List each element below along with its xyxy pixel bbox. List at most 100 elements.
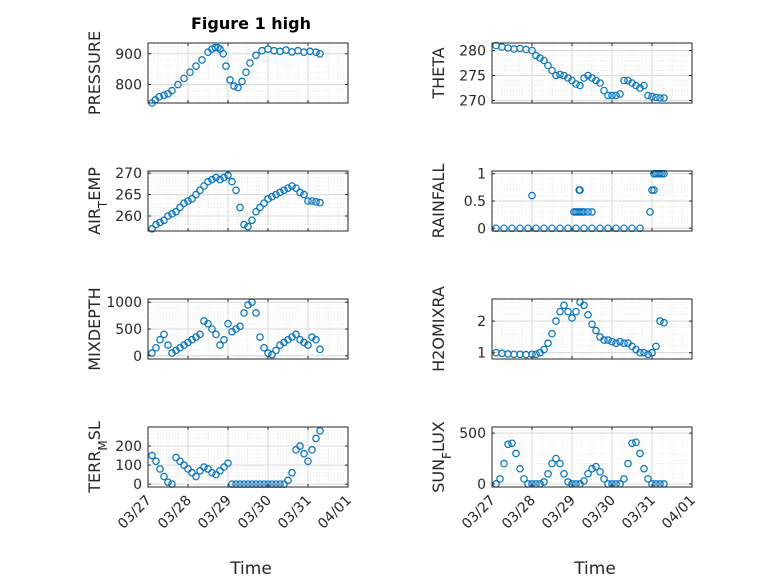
data-point xyxy=(246,59,254,67)
data-point xyxy=(588,464,596,473)
data-point xyxy=(640,464,648,473)
data-point xyxy=(152,457,160,466)
y-axis-label: SUNFLUX xyxy=(429,421,454,493)
data-point xyxy=(616,90,624,98)
x-tick-label: 03/31 xyxy=(275,493,315,533)
data-point xyxy=(612,339,620,348)
y-tick-label: 0.5 xyxy=(464,194,486,210)
data-point xyxy=(572,307,580,316)
y-tick-label: 1 xyxy=(477,167,486,183)
data-point xyxy=(228,177,236,186)
data-point xyxy=(288,468,296,477)
data-point xyxy=(272,346,280,355)
data-point xyxy=(236,322,244,331)
data-point xyxy=(256,203,264,212)
data-point xyxy=(580,477,588,485)
x-tick-label: 03/30 xyxy=(579,493,619,533)
data-point xyxy=(292,446,300,454)
y-tick-label: 900 xyxy=(115,47,142,63)
data-point xyxy=(276,188,284,197)
data-point xyxy=(604,91,612,100)
data-point xyxy=(636,348,644,357)
data-point xyxy=(584,208,592,216)
data-point xyxy=(244,222,252,231)
data-point xyxy=(296,442,304,450)
x-tick-label: 03/27 xyxy=(459,493,499,533)
data-point xyxy=(220,463,228,471)
axes-box xyxy=(491,42,693,104)
data-point xyxy=(540,56,548,65)
data-point xyxy=(648,92,656,101)
data-point xyxy=(652,342,660,351)
data-point xyxy=(188,195,196,203)
data-point xyxy=(236,203,244,212)
data-point xyxy=(640,348,648,357)
data-point xyxy=(572,80,580,88)
data-point xyxy=(252,309,260,317)
data-point xyxy=(164,212,172,220)
data-point xyxy=(248,216,256,225)
axes-box xyxy=(147,426,349,488)
data-point xyxy=(548,66,556,75)
data-point xyxy=(312,48,320,57)
data-point xyxy=(648,348,656,357)
data-point xyxy=(632,438,640,447)
y-tick-label: 275 xyxy=(459,69,486,85)
data-point xyxy=(208,468,216,477)
data-point xyxy=(600,336,608,344)
data-point xyxy=(560,301,568,310)
y-tick-label: 280 xyxy=(459,44,486,60)
axes-box xyxy=(491,298,693,360)
data-point xyxy=(212,173,220,182)
y-axis-label: MIXDEPTH xyxy=(85,287,104,370)
y-tick-label: 500 xyxy=(115,322,142,338)
data-point xyxy=(644,350,652,359)
data-point xyxy=(580,301,588,310)
data-point xyxy=(504,440,512,449)
data-point xyxy=(288,182,296,190)
data-point xyxy=(292,330,300,339)
data-point xyxy=(184,465,192,473)
subplot-pressure: 800 900 PRESSURE xyxy=(85,31,349,115)
data-point xyxy=(560,469,568,478)
data-point xyxy=(516,464,524,473)
data-point xyxy=(308,197,316,205)
data-point xyxy=(188,468,196,477)
data-point xyxy=(196,186,204,195)
data-point xyxy=(624,76,632,85)
y-tick-label: 0 xyxy=(133,349,142,365)
data-point xyxy=(160,472,168,481)
data-point xyxy=(588,74,596,82)
x-tick-label: 03/30 xyxy=(235,493,275,533)
data-point xyxy=(544,469,552,478)
data-point xyxy=(176,203,184,212)
data-point xyxy=(564,478,572,486)
data-point xyxy=(528,46,536,55)
data-point xyxy=(192,190,200,199)
data-point xyxy=(520,475,528,483)
data-point xyxy=(564,307,572,316)
data-point xyxy=(172,453,180,462)
x-tick-label: 03/28 xyxy=(155,493,195,533)
data-point xyxy=(556,307,564,316)
data-point xyxy=(168,86,176,95)
y-tick-label: 270 xyxy=(115,166,142,182)
data-point xyxy=(600,86,608,95)
data-point xyxy=(588,320,596,329)
data-point xyxy=(242,68,250,77)
data-point xyxy=(292,184,300,192)
data-point xyxy=(316,49,324,58)
data-point xyxy=(628,79,636,87)
data-point xyxy=(496,475,504,483)
data-point xyxy=(148,349,156,357)
data-point xyxy=(544,61,552,70)
y-tick-label: 100 xyxy=(115,458,142,474)
data-point xyxy=(300,449,308,458)
data-point xyxy=(628,439,636,448)
y-axis-label: PRESSURE xyxy=(85,31,104,115)
data-point xyxy=(608,91,616,100)
y-tick-label: 260 xyxy=(115,209,142,225)
data-point xyxy=(216,467,224,475)
axes-box xyxy=(147,170,349,232)
